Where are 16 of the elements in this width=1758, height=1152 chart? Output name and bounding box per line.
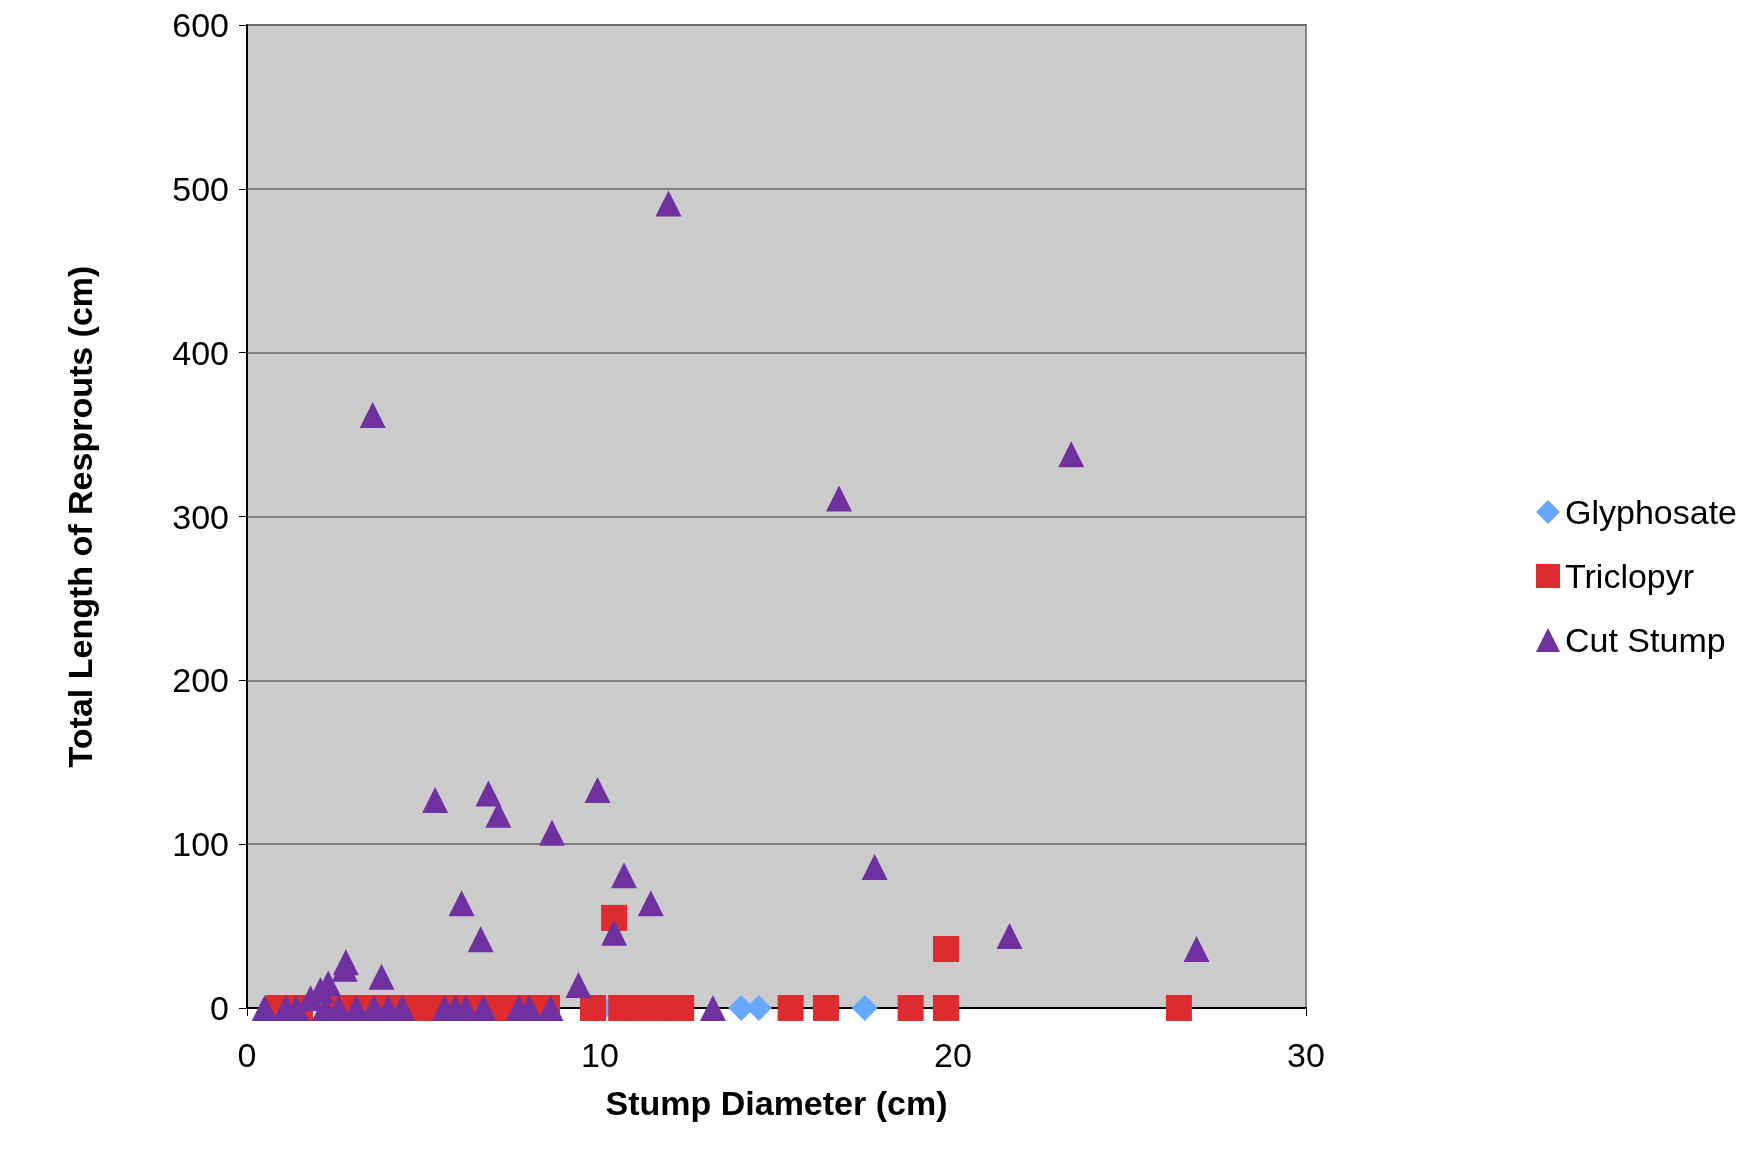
y-tick-label: 0	[210, 989, 229, 1027]
legend-label: Triclopyr	[1565, 557, 1695, 595]
y-tick-label: 200	[172, 661, 229, 700]
y-tick-label: 400	[172, 333, 229, 372]
y-tick-label: 300	[172, 497, 229, 536]
x-tick-label: 0	[237, 1036, 257, 1074]
y-tick-label: 100	[172, 825, 229, 864]
legend-label: Cut Stump	[1565, 621, 1726, 659]
x-tick-label: 10	[581, 1036, 619, 1074]
x-tick-label: 30	[1287, 1036, 1325, 1074]
legend-label: Glyphosate	[1565, 493, 1738, 531]
y-axis-title: Total Length of Resprouts (cm)	[61, 265, 99, 768]
x-axis-title: Stump Diameter (cm)	[605, 1084, 948, 1122]
x-tick-label: 20	[934, 1036, 972, 1074]
y-tick-label: 500	[172, 169, 229, 208]
y-tick-label: 600	[172, 6, 229, 44]
